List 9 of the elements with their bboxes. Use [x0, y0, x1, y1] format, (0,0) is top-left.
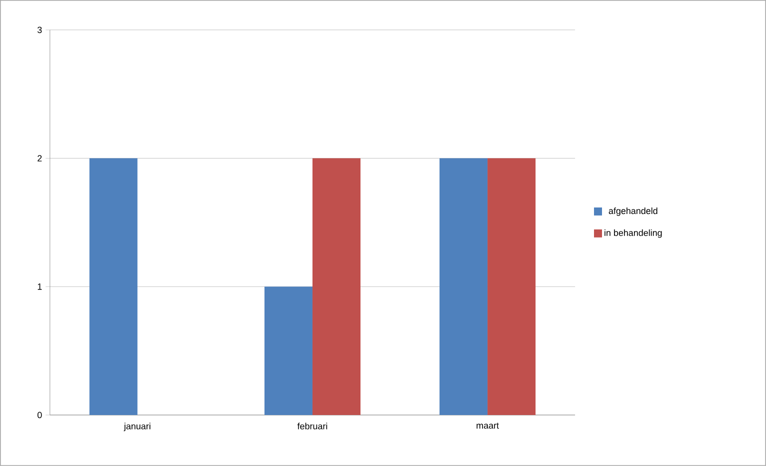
y-tick-label: 3 [38, 26, 42, 34]
x-tick-label: januari [124, 422, 150, 432]
legend-label: afgehandeld [608, 208, 658, 216]
y-tick-label: 0 [38, 412, 42, 418]
legend-label: in behandeling [604, 229, 662, 238]
y-tick-label: 1 [38, 284, 42, 290]
x-tick-label: maart [476, 422, 499, 429]
y-tick-label: 2 [38, 155, 42, 162]
x-tick-label: februari [297, 422, 328, 430]
